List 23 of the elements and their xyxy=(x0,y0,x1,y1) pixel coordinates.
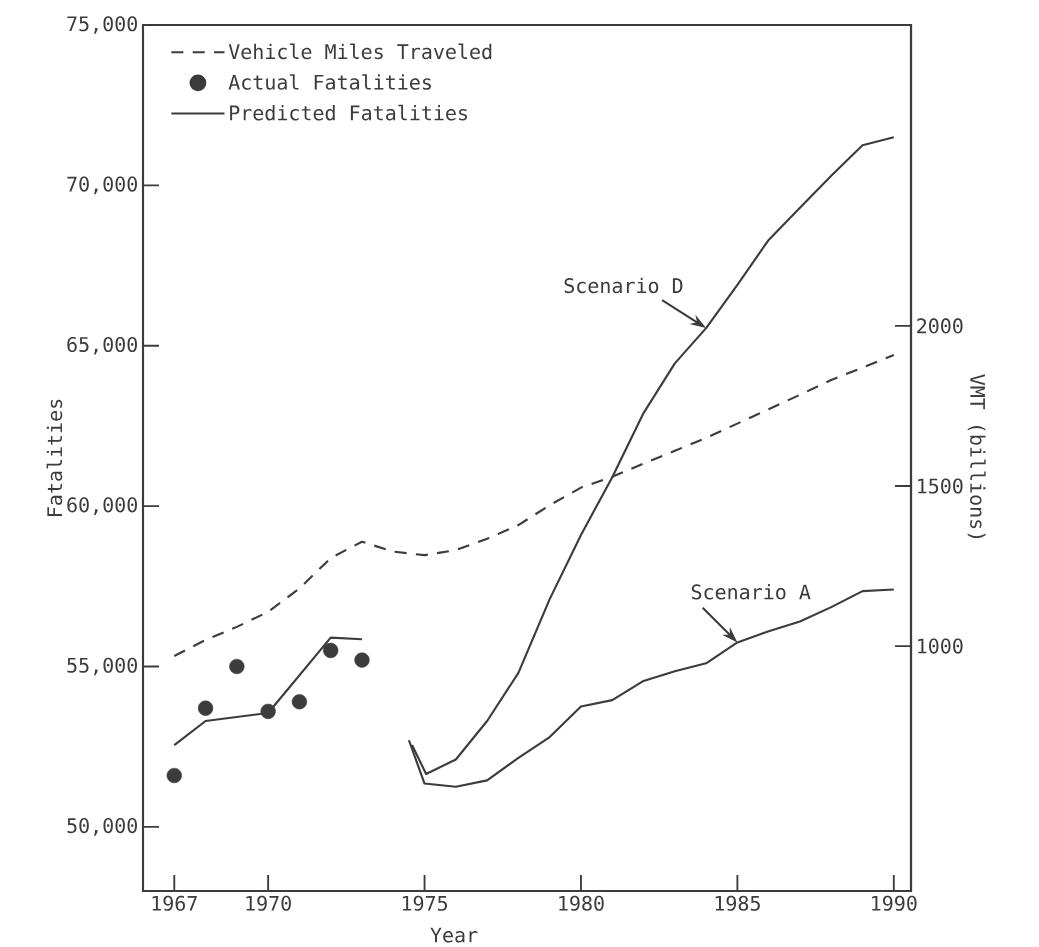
y-tick-label: 75,000 xyxy=(67,16,137,34)
x-tick-label: 1980 xyxy=(559,895,604,911)
y2-tick-label: 1000 xyxy=(918,638,963,654)
legend-label: Actual Fatalities xyxy=(228,74,431,90)
y2-axis-title: VMT (billions) xyxy=(967,374,986,539)
y2-tick-label: 2000 xyxy=(917,318,963,334)
x-axis-title: Year xyxy=(430,927,478,943)
y-tick-label: 60,000 xyxy=(67,497,137,515)
annotation: Scenario A xyxy=(691,584,811,600)
y-tick-label: 50,000 xyxy=(67,818,137,836)
x-tick-label: 1990 xyxy=(872,895,917,911)
annotation: Scenario D xyxy=(564,277,683,294)
x-tick-label: 1970 xyxy=(246,895,291,911)
x-tick-label: 1967 xyxy=(152,895,197,911)
y-tick-label: 55,000 xyxy=(67,657,137,676)
y-axis-title: Fatalities xyxy=(46,399,63,516)
y2-tick-label: 1500 xyxy=(918,478,963,494)
legend-label: Vehicle Miles Traveled xyxy=(228,43,492,60)
y-tick-label: 70,000 xyxy=(67,176,137,195)
y-tick-label: 65,000 xyxy=(67,336,137,355)
x-tick-label: 1975 xyxy=(402,895,448,911)
x-tick-label: 1985 xyxy=(715,895,760,911)
legend-label: Predicted Fatalities xyxy=(230,104,468,121)
